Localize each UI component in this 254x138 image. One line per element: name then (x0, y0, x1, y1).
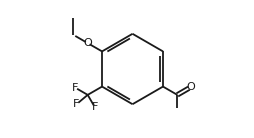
Text: F: F (92, 103, 98, 112)
Text: O: O (83, 38, 92, 48)
Text: F: F (72, 83, 78, 93)
Text: O: O (187, 82, 195, 92)
Text: F: F (73, 99, 80, 109)
